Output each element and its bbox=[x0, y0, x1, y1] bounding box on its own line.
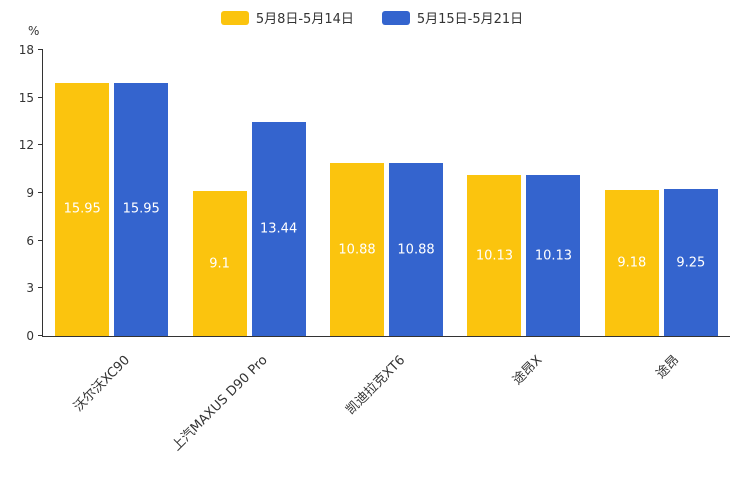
y-axis-tick-mark bbox=[38, 335, 43, 336]
y-axis-tick-label: 9 bbox=[26, 186, 34, 200]
y-axis-tick-label: 3 bbox=[26, 281, 34, 296]
bar: 15.95 bbox=[55, 82, 110, 336]
bar: 13.44 bbox=[251, 122, 306, 336]
x-axis-category-label: 沃尔沃XC90 bbox=[71, 352, 134, 415]
legend-item-week1[interactable]: 5月8日-5月14日 bbox=[220, 8, 354, 27]
y-axis-tick-label: 6 bbox=[26, 233, 34, 248]
bar: 10.88 bbox=[389, 163, 444, 336]
bar-value-label: 10.88 bbox=[397, 242, 435, 258]
bar-value-label: 10.88 bbox=[338, 242, 376, 258]
bar: 9.1 bbox=[192, 191, 247, 336]
y-axis-tick-label: 12 bbox=[18, 138, 34, 153]
legend-swatch-week1 bbox=[220, 10, 249, 25]
y-axis-tick-mark bbox=[38, 287, 43, 289]
bar-value-label: 15.95 bbox=[122, 201, 160, 217]
y-axis-tick-mark bbox=[38, 239, 43, 241]
category-group: 9.1 13.44 上汽MAXUS D90 Pro bbox=[169, 50, 317, 454]
bar-value-label: 15.95 bbox=[63, 201, 101, 217]
y-axis-tick-mark bbox=[38, 96, 43, 98]
x-axis-category-label: 上汽MAXUS D90 Pro bbox=[169, 352, 271, 455]
y-axis-tick-mark bbox=[38, 192, 43, 193]
legend-item-week2[interactable]: 5月15日-5月21日 bbox=[381, 8, 524, 27]
x-axis-category-label: 凯迪拉克XT6 bbox=[342, 352, 408, 418]
y-axis-tick-label: 15 bbox=[18, 90, 34, 105]
y-axis-tick-label: 0 bbox=[26, 329, 34, 343]
legend-label-week1: 5月8日-5月14日 bbox=[255, 12, 354, 27]
legend-swatch-week2 bbox=[381, 10, 410, 25]
bar: 10.13 bbox=[467, 175, 522, 336]
bar: 10.13 bbox=[526, 175, 581, 336]
y-axis-unit-label: % bbox=[28, 24, 40, 38]
bar-value-label: 9.1 bbox=[209, 256, 230, 272]
category-group: 15.95 15.95 沃尔沃XC90 bbox=[43, 50, 180, 415]
y-axis-tick-mark bbox=[38, 49, 43, 50]
bar: 15.95 bbox=[114, 82, 169, 336]
category-group: 10.13 10.13 途昂X bbox=[455, 50, 592, 388]
bar: 10.88 bbox=[330, 163, 385, 336]
y-axis-tick-label: 18 bbox=[18, 43, 34, 57]
plot-area: 15.95 15.95 沃尔沃XC90 9.1 13.44 上汽MAXUS D90 Pro… bbox=[19, 44, 730, 454]
category-group: 10.88 10.88 凯迪拉克XT6 bbox=[318, 50, 455, 418]
bar-value-label: 10.13 bbox=[475, 248, 514, 264]
bar-value-label: 13.44 bbox=[260, 221, 298, 237]
bar: 9.18 bbox=[604, 190, 659, 336]
y-axis-tick-mark bbox=[38, 144, 43, 146]
bar-value-label: 9.25 bbox=[676, 255, 706, 271]
bar-value-label: 10.13 bbox=[534, 248, 573, 264]
bar: 9.25 bbox=[663, 189, 718, 336]
x-axis-category-label: 途昂 bbox=[653, 352, 683, 382]
bar-value-label: 9.18 bbox=[617, 255, 647, 271]
chart-legend: 5月8日-5月14日 5月15日-5月21日 bbox=[0, 8, 744, 27]
category-group: 9.18 9.25 途昂 bbox=[593, 50, 730, 382]
x-axis-category-label: 途昂X bbox=[510, 352, 546, 389]
legend-label-week2: 5月15日-5月21日 bbox=[416, 12, 524, 27]
bar-groups: 15.95 15.95 沃尔沃XC90 9.1 13.44 上汽MAXUS D90 Pro… bbox=[43, 50, 730, 454]
